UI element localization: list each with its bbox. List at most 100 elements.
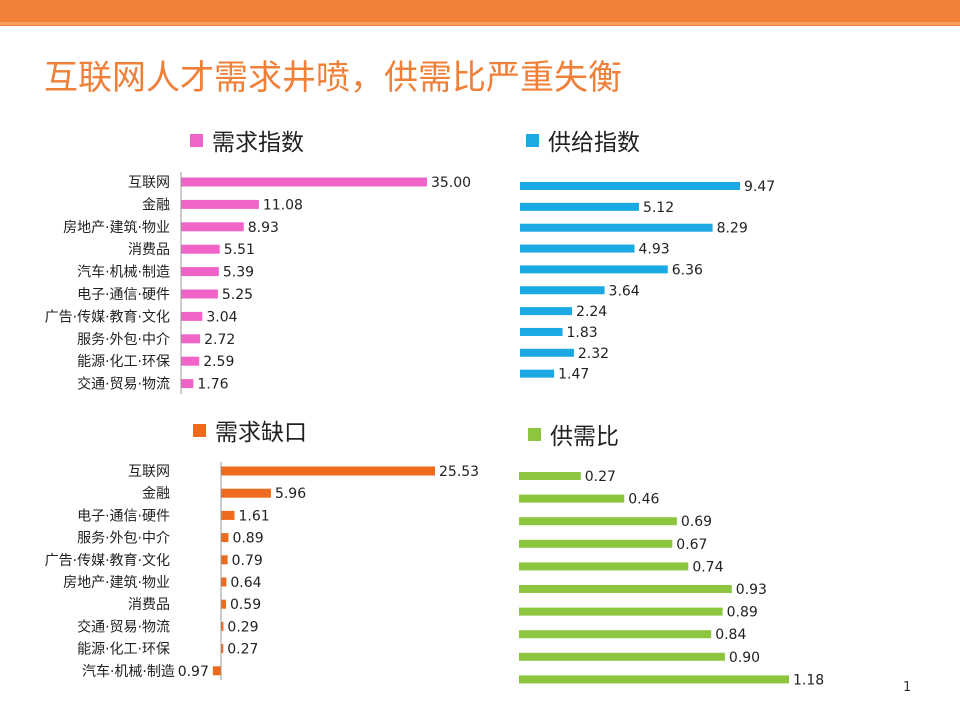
- gap-category-label-2: 电子·通信·硬件: [77, 508, 170, 524]
- page-number: 1: [903, 680, 912, 695]
- gap-bar-8: [221, 644, 224, 654]
- demand-chart-title: 需求指数: [190, 123, 304, 157]
- ratio-bar-6: [519, 607, 723, 616]
- gap-bar-6: [221, 599, 226, 609]
- demand-legend-swatch: [190, 133, 203, 147]
- demand-bar-7: [181, 334, 201, 344]
- ratio-bar-2: [519, 517, 677, 526]
- demand-category-label-3: 消费品: [128, 242, 170, 258]
- ratio-data-label-8: 0.90: [729, 650, 760, 666]
- ratio-bar-7: [519, 630, 712, 639]
- ratio-data-label-4: 0.74: [692, 559, 723, 575]
- supply-data-label-0: 9.47: [744, 179, 775, 195]
- supply-bar-6: [520, 307, 573, 316]
- demand-category-label-1: 金融: [142, 197, 170, 213]
- demand-bar-9: [181, 379, 194, 389]
- ratio-bar-8: [519, 652, 725, 661]
- gap-data-label-1: 5.96: [275, 486, 306, 502]
- top-banner-line: [0, 22, 960, 25]
- gap-category-label-5: 房地产·建筑·物业: [63, 575, 170, 591]
- ratio-bar-9: [519, 675, 789, 684]
- supply-data-label-3: 4.93: [639, 242, 670, 258]
- gap-bar-0: [221, 466, 435, 476]
- demand-data-label-0: 35.00: [431, 175, 471, 191]
- ratio-bar-5: [519, 585, 732, 593]
- gap-title-text: 需求缺口: [215, 420, 307, 446]
- supply-bar-5: [520, 286, 605, 295]
- demand-data-label-6: 3.04: [206, 309, 237, 325]
- ratio-bar-4: [519, 562, 689, 571]
- supply-bar-0: [520, 182, 740, 190]
- ratio-data-label-0: 0.27: [585, 469, 616, 485]
- ratio-data-label-7: 0.84: [715, 627, 746, 643]
- ratio-chart-title: 供需比: [528, 417, 619, 451]
- demand-data-label-7: 2.72: [204, 332, 235, 348]
- supply-bar-7: [520, 327, 563, 336]
- demand-category-label-4: 汽车·机械·制造: [77, 264, 170, 281]
- supply-data-label-1: 5.12: [643, 200, 674, 216]
- ratio-bar-3: [519, 539, 673, 548]
- gap-bar-4: [221, 555, 228, 565]
- supply-data-label-7: 1.83: [567, 325, 598, 341]
- supply-data-label-6: 2.24: [576, 304, 607, 320]
- demand-bar-6: [181, 311, 203, 321]
- demand-data-label-9: 1.76: [197, 377, 228, 393]
- ratio-bar-1: [519, 494, 625, 503]
- demand-bar-8: [181, 356, 200, 366]
- supply-chart-title: 供给指数: [526, 123, 640, 157]
- supply-title-text: 供给指数: [548, 130, 640, 156]
- gap-bar-2: [221, 510, 235, 520]
- demand-category-label-2: 房地产·建筑·物业: [63, 220, 170, 236]
- demand-bar-5: [181, 289, 218, 299]
- gap-legend-swatch: [193, 423, 206, 437]
- gap-data-label-9: 0.97: [178, 664, 209, 680]
- demand-data-label-1: 11.08: [263, 197, 303, 213]
- ratio-data-label-6: 0.89: [727, 605, 758, 621]
- demand-data-label-8: 2.59: [203, 354, 234, 370]
- demand-bar-1: [181, 199, 259, 209]
- supply-bar-4: [520, 265, 668, 274]
- supply-bar-9: [520, 369, 555, 378]
- ratio-data-label-2: 0.69: [681, 514, 712, 530]
- demand-data-label-2: 8.93: [248, 220, 279, 236]
- gap-chart-title: 需求缺口: [193, 413, 307, 447]
- gap-data-label-0: 25.53: [439, 464, 479, 480]
- demand-bar-0: [181, 177, 427, 187]
- gap-bar-3: [221, 533, 229, 543]
- demand-bar-4: [181, 267, 219, 277]
- top-banner: [0, 0, 960, 26]
- gap-data-label-7: 0.29: [227, 619, 258, 635]
- demand-category-label-9: 交通·贸易·物流: [77, 376, 170, 393]
- supply-data-label-4: 6.36: [672, 262, 703, 278]
- demand-category-label-7: 服务·外包·中介: [77, 332, 170, 348]
- gap-data-label-5: 0.64: [230, 575, 261, 591]
- ratio-data-label-9: 1.18: [793, 672, 824, 688]
- ratio-legend-swatch: [528, 427, 541, 441]
- gap-bar-7: [221, 621, 224, 631]
- page-title: 互联网人才需求井喷，供需比严重失衡: [44, 58, 622, 98]
- gap-category-label-0: 互联网: [128, 464, 170, 480]
- supply-data-label-9: 1.47: [558, 367, 589, 383]
- supply-bar-8: [520, 348, 574, 357]
- demand-data-label-4: 5.39: [223, 265, 254, 281]
- ratio-data-label-1: 0.46: [628, 492, 659, 508]
- ratio-data-label-5: 0.93: [736, 582, 767, 598]
- gap-category-label-4: 广告·传媒·教育·文化: [45, 553, 170, 569]
- ratio-data-label-3: 0.67: [676, 537, 707, 553]
- gap-category-label-1: 金融: [142, 486, 170, 502]
- supply-bar-2: [520, 223, 713, 232]
- gap-data-label-4: 0.79: [232, 553, 263, 569]
- gap-bar-1: [221, 488, 271, 498]
- gap-bar-9: [212, 666, 221, 676]
- demand-data-label-3: 5.51: [224, 242, 255, 258]
- supply-bar-1: [520, 202, 639, 211]
- ratio-bar-0: [519, 472, 581, 480]
- gap-data-label-3: 0.89: [232, 531, 263, 547]
- demand-bar-3: [181, 244, 220, 254]
- ratio-title-text: 供需比: [550, 424, 619, 450]
- supply-data-label-5: 3.64: [609, 283, 640, 299]
- supply-legend-swatch: [526, 133, 539, 147]
- gap-bar-5: [221, 577, 227, 587]
- gap-category-label-8: 能源·化工·环保: [77, 642, 170, 658]
